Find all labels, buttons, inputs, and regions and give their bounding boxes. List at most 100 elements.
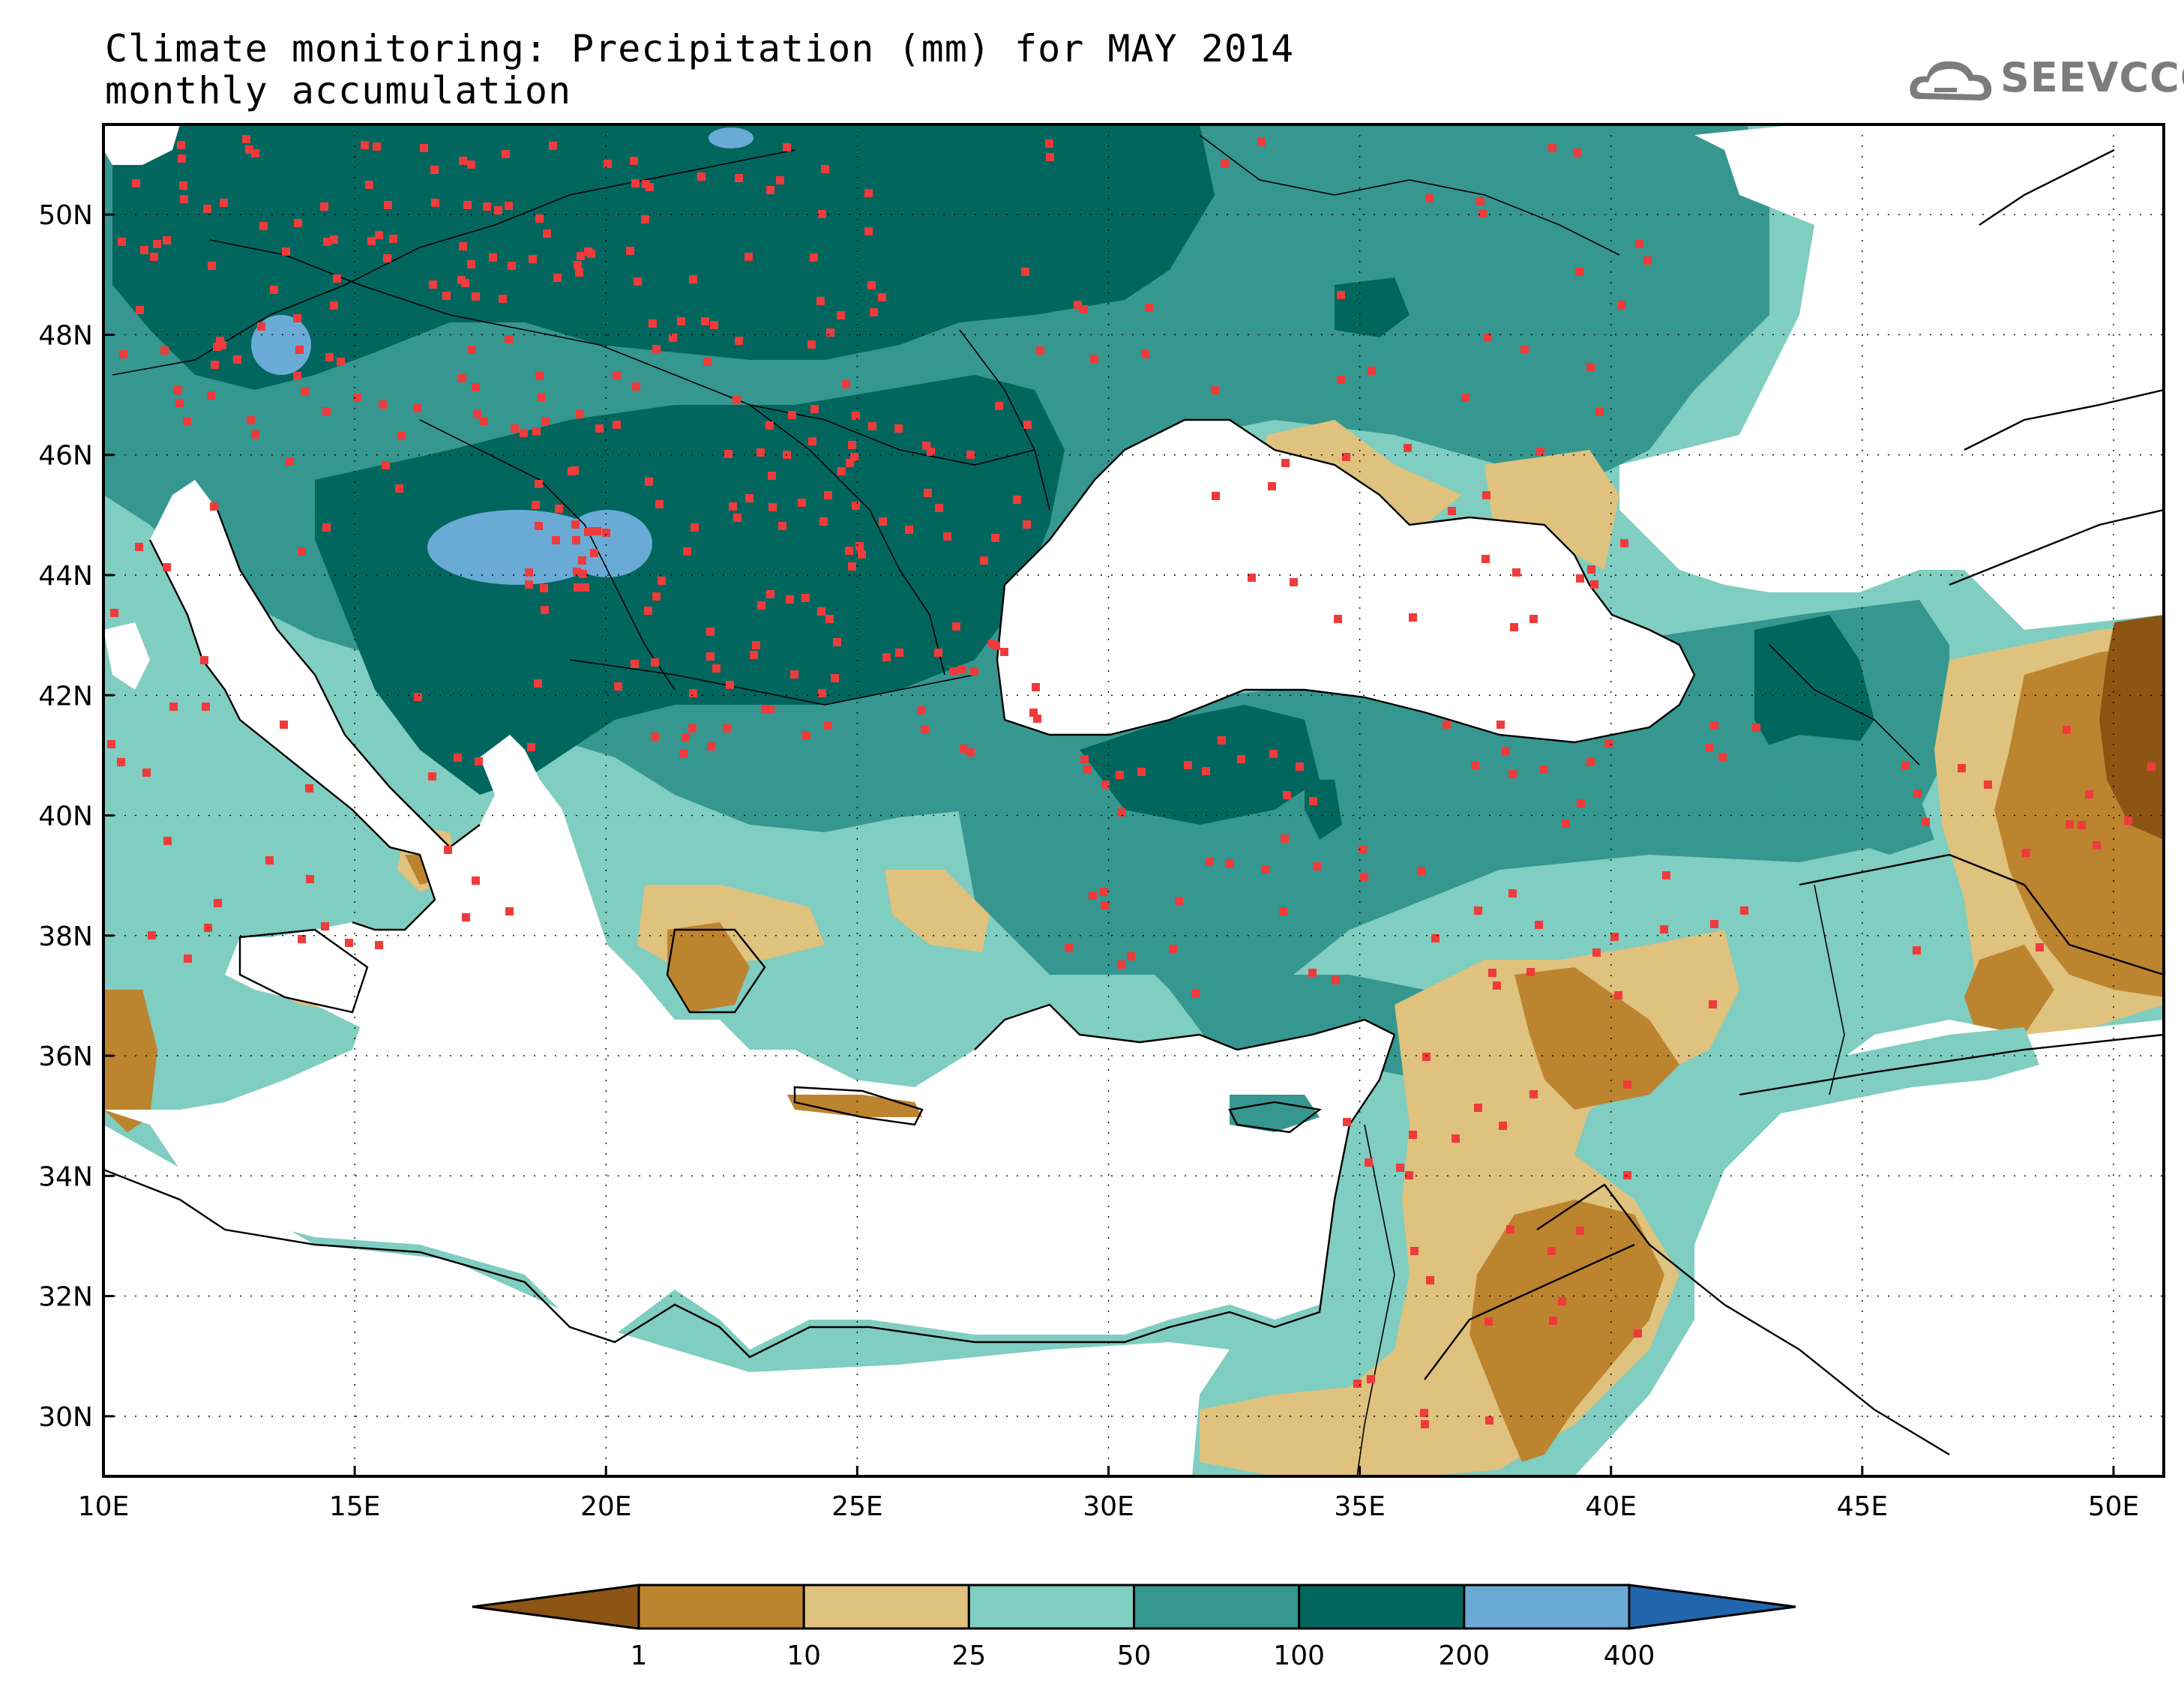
station-marker (293, 314, 301, 322)
station-marker (960, 745, 968, 753)
colorbar-segment (1298, 1584, 1466, 1630)
station-marker (568, 467, 576, 475)
station-marker (1634, 1329, 1642, 1338)
station-marker (1443, 721, 1451, 729)
station-marker (1032, 683, 1040, 691)
station-marker (602, 529, 610, 537)
station-marker (1493, 981, 1501, 990)
station-marker (395, 484, 403, 493)
station-marker (733, 514, 741, 522)
colorbar-segment (637, 1584, 805, 1630)
station-marker (213, 343, 221, 351)
station-marker (1337, 376, 1345, 384)
station-marker (786, 595, 794, 604)
station-marker (1000, 648, 1008, 656)
station-marker (575, 268, 583, 277)
station-marker (1499, 1122, 1507, 1130)
station-marker (541, 606, 549, 614)
coastlines (103, 148, 2164, 1456)
station-marker (177, 141, 185, 149)
station-marker (1279, 907, 1287, 915)
station-marker (169, 703, 178, 711)
station-marker (735, 174, 743, 182)
station-marker (927, 448, 935, 456)
station-marker (1237, 755, 1245, 763)
station-marker (870, 308, 878, 316)
station-marker (472, 383, 480, 391)
station-marker (163, 563, 171, 571)
station-marker (604, 160, 612, 168)
station-marker (765, 421, 774, 430)
station-marker (468, 346, 476, 354)
station-marker (935, 504, 943, 512)
station-marker (821, 165, 829, 173)
station-marker (333, 274, 341, 283)
station-marker (1409, 613, 1417, 622)
station-marker (463, 201, 472, 209)
station-marker (245, 145, 253, 154)
station-marker (1502, 747, 1510, 755)
station-marker (1590, 580, 1598, 589)
station-marker (511, 424, 519, 433)
station-marker (801, 594, 810, 602)
station-marker (458, 374, 466, 382)
station-marker (203, 205, 211, 213)
station-marker (330, 235, 338, 244)
station-marker (732, 396, 741, 404)
station-marker (1313, 862, 1321, 870)
station-marker (1021, 268, 1029, 276)
colorbar-label: 100 (1273, 1641, 1325, 1671)
station-marker (532, 427, 541, 436)
x-tick-label: 40E (1585, 1491, 1637, 1522)
station-marker (677, 317, 685, 325)
station-marker (462, 913, 470, 921)
station-marker (1452, 1134, 1460, 1143)
station-marker (1547, 1247, 1556, 1255)
cloud-icon (1910, 61, 1992, 100)
station-marker (142, 769, 151, 777)
station-marker (502, 150, 510, 158)
y-tick-label: 44N (38, 561, 93, 592)
station-marker (579, 570, 587, 578)
station-marker (413, 404, 421, 412)
station-marker (365, 181, 373, 189)
station-marker (508, 262, 516, 270)
station-marker (790, 670, 798, 679)
station-marker (242, 135, 250, 143)
station-marker (1090, 355, 1098, 363)
station-marker (535, 214, 544, 223)
station-marker (980, 556, 988, 565)
station-marker (824, 491, 832, 499)
station-marker (1635, 240, 1643, 248)
station-marker (595, 424, 604, 433)
chart-subtitle: monthly accumulation (105, 69, 572, 112)
station-marker (842, 380, 850, 388)
x-tick-label: 20E (580, 1491, 632, 1522)
station-marker (816, 297, 825, 305)
station-marker (383, 254, 391, 262)
station-marker (712, 664, 721, 673)
logo-text: SEEVCCC (2000, 54, 2184, 101)
station-marker (1481, 555, 1490, 563)
station-marker (630, 157, 638, 165)
station-marker (397, 432, 406, 440)
station-marker (286, 457, 294, 466)
station-marker (1365, 1158, 1373, 1167)
station-marker (321, 922, 329, 930)
station-marker (525, 580, 533, 589)
station-marker (330, 301, 338, 310)
station-marker (179, 181, 187, 190)
station-marker (577, 252, 585, 260)
station-marker (1604, 739, 1613, 748)
station-marker (218, 341, 226, 349)
station-marker (117, 758, 125, 766)
station-marker (543, 229, 551, 238)
station-marker (1137, 768, 1146, 776)
station-marker (301, 387, 309, 395)
station-marker (706, 628, 715, 636)
station-marker (173, 386, 181, 394)
station-marker (184, 954, 192, 963)
y-tick-label: 34N (38, 1161, 93, 1192)
station-marker (1360, 873, 1368, 881)
station-marker (2085, 790, 2093, 799)
